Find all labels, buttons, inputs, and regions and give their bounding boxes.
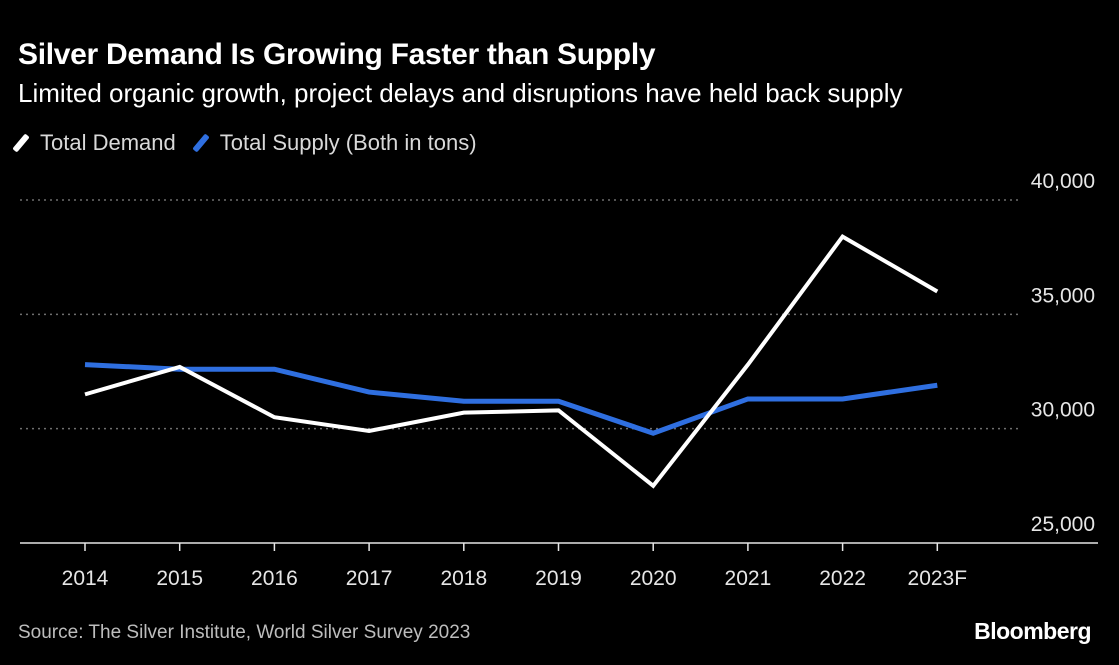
supply-line [84, 362, 938, 436]
x-tick-label: 2015 [156, 567, 203, 590]
legend-label-demand: Total Demand [40, 130, 176, 155]
x-tick-label: 2019 [535, 567, 582, 590]
x-tick-label: 2021 [725, 567, 772, 590]
x-tick-label: 2022 [819, 567, 866, 590]
bloomberg-logo: Bloomberg [974, 618, 1091, 644]
x-tick-label: 2017 [346, 567, 393, 590]
chart-title: Silver Demand Is Growing Faster than Sup… [18, 38, 656, 71]
x-tick-label: 2020 [630, 567, 677, 590]
legend: Total Demand Total Supply (Both in tons) [12, 130, 499, 156]
demand-line [84, 233, 939, 489]
legend-label-supply: Total Supply (Both in tons) [219, 130, 477, 155]
legend-item-demand: Total Demand [12, 130, 176, 156]
legend-item-supply: Total Supply (Both in tons) [192, 130, 477, 156]
x-tick-label: 2018 [440, 567, 487, 590]
y-tick-label: 25,000 [1031, 513, 1095, 536]
y-tick-label: 35,000 [1031, 284, 1095, 307]
y-tick-label: 30,000 [1031, 399, 1095, 422]
x-tick-label: 2014 [62, 567, 109, 590]
x-tick-label: 2016 [251, 567, 298, 590]
source-note: Source: The Silver Institute, World Silv… [18, 622, 471, 643]
x-tick-label: 2023F [908, 567, 968, 590]
y-tick-label: 40,000 [1031, 170, 1095, 193]
chart-subtitle: Limited organic growth, project delays a… [18, 78, 903, 108]
